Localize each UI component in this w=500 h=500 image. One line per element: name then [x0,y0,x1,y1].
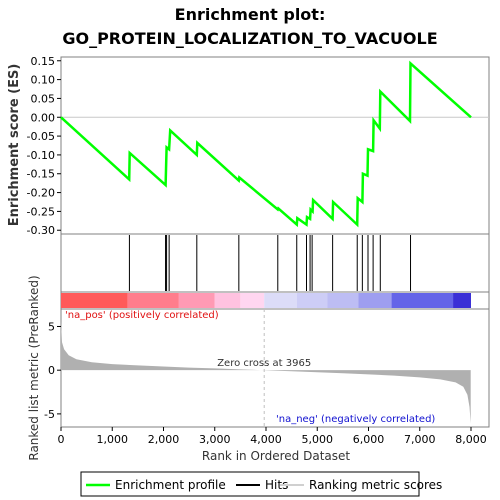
rank-color-band [296,293,328,308]
x-tick-label: 2,000 [148,433,180,446]
es-y-tick-label: -0.30 [27,224,55,237]
metric-y-tick-label: 5 [48,320,55,333]
zero-cross-label: Zero cross at 3965 [217,358,311,369]
rank-color-band [358,293,392,308]
rank-color-band [214,293,241,308]
x-tick-label: 5,000 [302,433,334,446]
rank-color-band [127,293,179,308]
legend-hits-label: Hits [265,478,288,492]
chart-title-line1: Enrichment plot: [175,5,326,24]
es-y-tick-label: 0.05 [31,92,56,105]
metric-y-tick-label: -5 [44,408,55,421]
x-tick-label: 7,000 [404,433,436,446]
es-y-tick-label: -0.05 [27,130,55,143]
x-axis-label: Rank in Ordered Dataset [202,449,350,463]
enrichment-profile-line [60,60,472,228]
metric-y-axis-label: Ranked list metric (PreRanked) [27,275,41,460]
es-y-tick-label: 0.00 [31,111,56,124]
metric-y-axis: 5 0 -5 [44,320,61,421]
positive-correlation-label: 'na_pos' (positively correlated) [65,310,219,321]
es-y-tick-label: 0.10 [31,74,56,87]
es-y-tick-label: 0.15 [31,55,56,68]
es-y-axis: 0.15 0.10 0.05 0.00 -0.05 -0.10 -0.15 -0.20 -0.2… [27,55,61,237]
chart-title-line2: GO_PROTEIN_LOCALIZATION_TO_VACUOLE [62,29,437,48]
hits-marks [128,235,412,291]
x-tick-label: 4,000 [250,433,282,446]
x-tick-label: 8,000 [455,433,487,446]
es-y-tick-label: -0.25 [27,205,55,218]
es-panel-frame [60,56,490,235]
es-y-axis-label: Enrichment score (ES) [7,64,22,227]
rank-color-band [264,293,297,308]
rank-color-band [453,293,471,308]
metric-y-tick-label: 0 [48,364,55,377]
es-y-tick-label: -0.20 [27,187,55,200]
rank-color-band [391,293,454,308]
rank-color-band [178,293,215,308]
legend-enrichment-label: Enrichment profile [115,478,226,492]
legend-ranking-label: Ranking metric scores [309,478,442,492]
rank-color-bands [61,293,471,308]
negative-correlation-label: 'na_neg' (negatively correlated) [276,414,435,425]
hits-panel-frame [60,233,490,293]
x-tick-label: 6,000 [353,433,385,446]
es-y-tick-label: -0.15 [27,168,55,181]
x-tick-label: 3,000 [199,433,231,446]
x-axis: 0 1,000 2,000 3,000 4,000 5,000 6,000 7,000 8,00… [58,427,487,446]
ranking-metric-area [61,321,471,424]
x-tick-label: 0 [58,433,65,446]
rank-color-band [61,293,128,308]
es-y-tick-label: -0.10 [27,149,55,162]
rank-color-band [327,293,359,308]
x-tick-label: 1,000 [97,433,129,446]
rank-color-band [240,293,265,308]
